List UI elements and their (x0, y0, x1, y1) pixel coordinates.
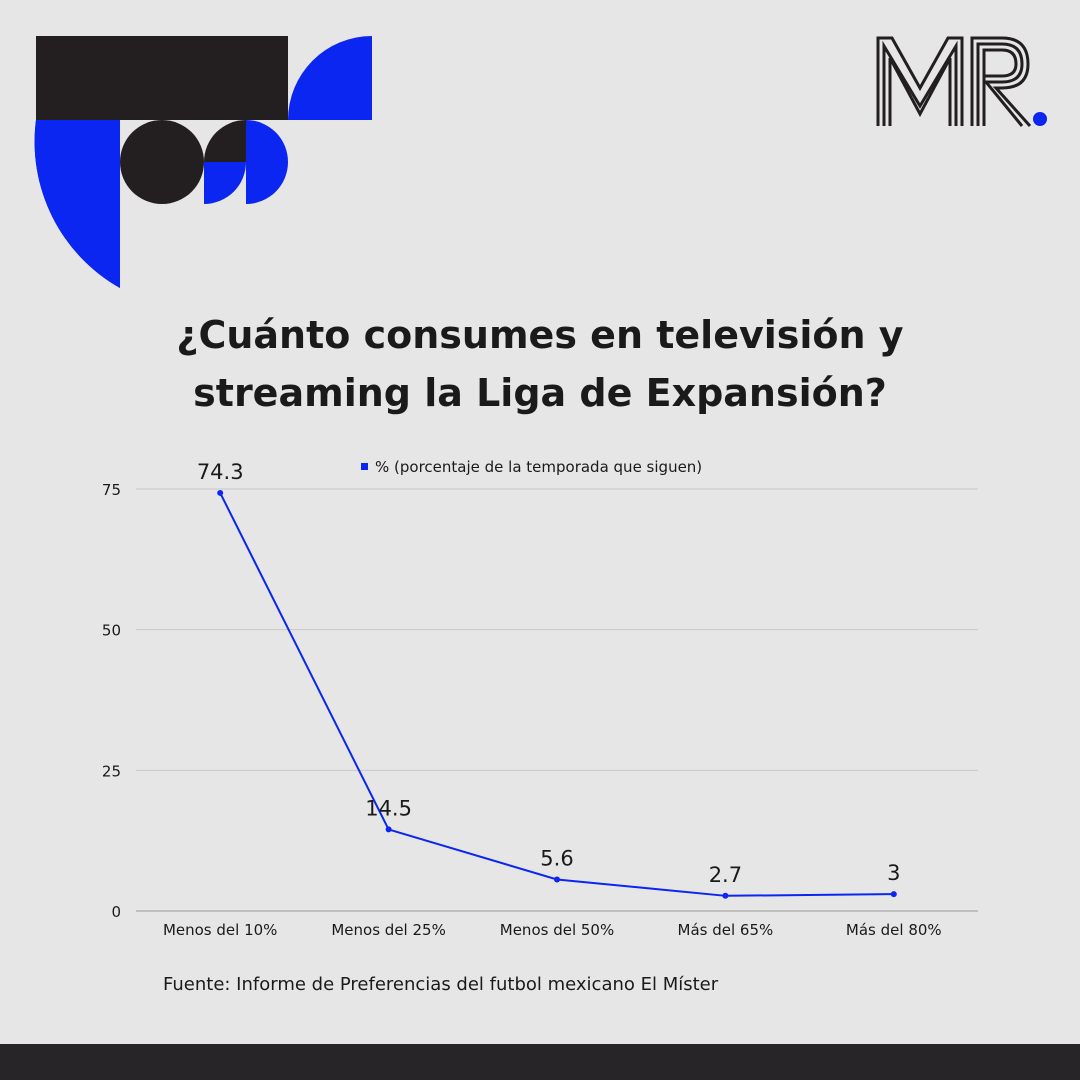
blue-quarter-circle-top (288, 36, 372, 120)
data-label: 3 (887, 861, 900, 885)
data-label: 74.3 (197, 460, 244, 484)
black-bar-shape (36, 36, 288, 120)
series-line (219, 492, 894, 897)
x-tick-label: Menos del 25% (331, 921, 445, 939)
data-label: 14.5 (365, 796, 412, 820)
x-tick-label: Menos del 50% (500, 921, 614, 939)
y-tick-label: 0 (111, 903, 121, 921)
blue-arc-shape (34, 120, 120, 288)
blue-half-circle-left (204, 162, 246, 204)
mr-logo (876, 36, 1047, 128)
data-point (554, 876, 560, 883)
chart-title: ¿Cuánto consumes en televisión y streami… (0, 306, 1080, 422)
x-tick-label: Más del 65% (678, 921, 774, 939)
black-circle-shape (120, 120, 204, 204)
y-tick-label: 25 (102, 762, 121, 780)
line-chart: 0 25 50 75 Menos del 10% Menos del 25% Menos d… (102, 458, 978, 939)
source-note: Fuente: Informe de Preferencias del futb… (163, 974, 719, 995)
x-tick-label: Más del 80% (846, 921, 942, 939)
data-label: 5.6 (540, 846, 573, 870)
legend-label: % (porcentaje de la temporada que siguen… (375, 458, 702, 476)
chart-title-line-2: streaming la Liga de Expansión? (193, 371, 887, 415)
black-half-circle-shape (204, 120, 246, 162)
data-point (890, 891, 897, 898)
logo-dot-icon (1033, 112, 1047, 126)
data-point (217, 489, 224, 496)
data-point (722, 892, 729, 899)
y-tick-label: 75 (102, 481, 121, 499)
x-tick-label: Menos del 10% (163, 921, 277, 939)
chart-title-line-1: ¿Cuánto consumes en televisión y (176, 313, 904, 357)
footer-bar (0, 1044, 1080, 1080)
data-point (385, 826, 392, 833)
decorative-shapes (34, 36, 372, 288)
data-label: 2.7 (709, 863, 742, 887)
blue-half-circle-right (246, 120, 288, 204)
y-tick-label: 50 (102, 622, 121, 640)
legend-marker (361, 463, 368, 470)
